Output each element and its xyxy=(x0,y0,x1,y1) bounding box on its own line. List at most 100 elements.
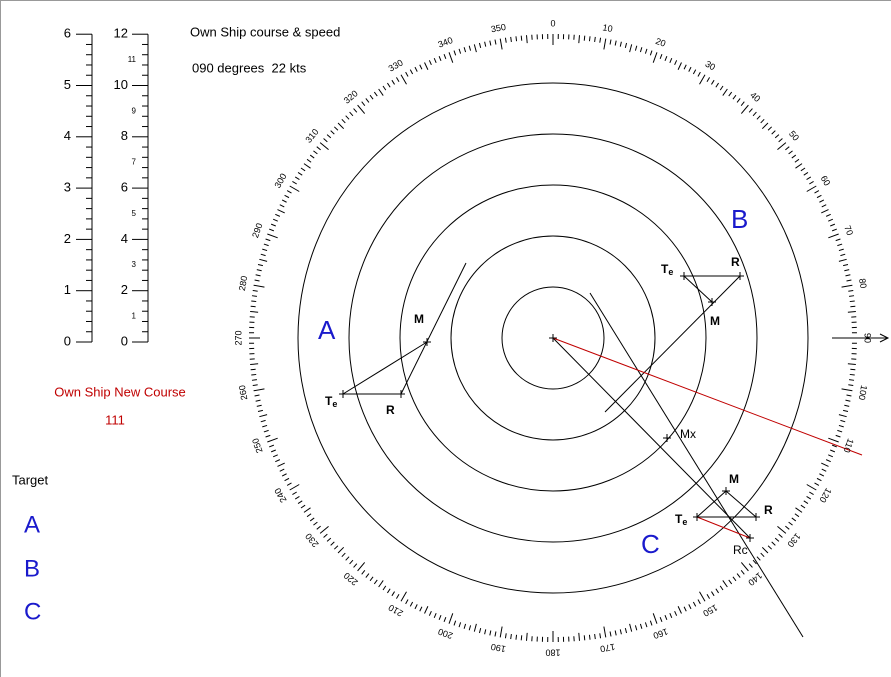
scale-label: 5 xyxy=(132,209,137,218)
compass-tick xyxy=(849,295,855,297)
compass-tick xyxy=(840,419,846,423)
compass-tick xyxy=(838,258,847,262)
compass-tick xyxy=(649,50,653,56)
compass-tick xyxy=(669,613,673,619)
compass-tick xyxy=(504,37,507,43)
rc-label: Rc xyxy=(733,543,748,557)
compass-tick xyxy=(319,142,329,151)
course-speed: 090 degrees 22 kts xyxy=(192,60,307,75)
compass-tick xyxy=(369,576,374,582)
compass-tick xyxy=(275,459,281,463)
compass-tick xyxy=(286,190,292,194)
m-label: M xyxy=(710,314,720,328)
compass-tick xyxy=(803,172,809,176)
compass-tick xyxy=(756,556,761,561)
compass-tick xyxy=(463,623,467,629)
compass-tick xyxy=(433,613,437,619)
m-label: M xyxy=(729,472,739,486)
compass-label: 10 xyxy=(602,22,614,34)
compass-label: 60 xyxy=(819,174,833,188)
compass-tick xyxy=(292,491,297,496)
compass-tick xyxy=(303,163,311,169)
compass-tick xyxy=(373,91,378,97)
compass-tick xyxy=(844,269,850,272)
compass-tick xyxy=(748,108,753,113)
compass-tick xyxy=(494,39,497,45)
compass-tick xyxy=(785,525,790,530)
target-item[interactable]: B xyxy=(24,555,40,582)
compass-tick xyxy=(489,40,492,46)
compass-tick xyxy=(510,634,512,640)
compass-tick xyxy=(257,409,264,413)
compass-tick xyxy=(821,468,827,472)
compass-label: 250 xyxy=(250,437,265,455)
compass-tick xyxy=(809,180,814,185)
compass-tick xyxy=(715,82,719,88)
compass-tick xyxy=(838,424,844,428)
compass-tick xyxy=(711,79,715,85)
compass-tick xyxy=(478,627,482,634)
compass-label: 30 xyxy=(703,59,717,73)
compass-tick xyxy=(349,559,354,565)
scale-label: 10 xyxy=(114,77,128,92)
scale-label: 1 xyxy=(132,311,137,320)
compass-tick xyxy=(256,404,262,407)
compass-tick xyxy=(387,82,391,88)
target-item[interactable]: C xyxy=(24,598,41,625)
compass-tick xyxy=(819,199,825,203)
compass-tick xyxy=(740,104,749,114)
compass-tick xyxy=(761,546,769,554)
compass-tick xyxy=(722,580,728,588)
compass-tick xyxy=(821,204,827,208)
te-label: Te xyxy=(325,394,337,409)
compass-tick xyxy=(306,513,312,518)
scale-label: 0 xyxy=(121,333,128,348)
compass-tick xyxy=(250,363,259,365)
compass-tick xyxy=(292,180,297,185)
target-item[interactable]: A xyxy=(24,511,40,538)
compass-label: 290 xyxy=(250,222,265,240)
compass-tick xyxy=(297,172,303,176)
compass-tick xyxy=(722,88,728,96)
compass-label: 40 xyxy=(748,90,762,104)
compass-tick xyxy=(250,368,256,371)
compass-tick xyxy=(251,379,257,381)
compass-tick xyxy=(674,60,678,66)
compass-tick xyxy=(652,613,658,624)
compass-tick xyxy=(284,194,290,199)
compass-tick xyxy=(259,414,268,418)
compass-tick xyxy=(838,414,847,418)
compass-tick xyxy=(395,594,400,599)
compass-tick xyxy=(400,74,407,85)
compass-tick xyxy=(821,209,829,214)
compass-tick xyxy=(263,243,269,247)
compass-tick xyxy=(499,38,503,50)
compass-tick xyxy=(847,311,856,313)
compass-tick xyxy=(806,484,817,491)
point-marker xyxy=(680,272,688,280)
scale-label: 8 xyxy=(121,128,128,143)
compass-tick xyxy=(365,573,370,578)
compass-tick xyxy=(609,39,612,45)
scale-label: 1 xyxy=(64,282,71,297)
compass-tick xyxy=(309,517,315,522)
compass-tick xyxy=(795,507,803,513)
compass-tick xyxy=(806,496,812,500)
compass-tick xyxy=(825,459,831,463)
compass-tick xyxy=(848,289,854,292)
compass-tick xyxy=(281,473,287,477)
compass-tick xyxy=(297,500,303,504)
plot-target-names: A B C xyxy=(318,204,748,559)
compass-tick xyxy=(732,576,737,582)
compass-tick xyxy=(409,601,414,607)
mx-label: Mx xyxy=(680,427,696,441)
compass-tick xyxy=(277,209,285,214)
compass-tick xyxy=(736,573,741,578)
te-label: Te xyxy=(661,262,673,277)
compass-tick xyxy=(443,616,447,622)
scale-label: 3 xyxy=(64,180,71,195)
compass-tick xyxy=(443,54,447,60)
compass-label: 260 xyxy=(237,384,249,401)
compass-tick xyxy=(752,559,757,565)
ring xyxy=(399,184,707,492)
